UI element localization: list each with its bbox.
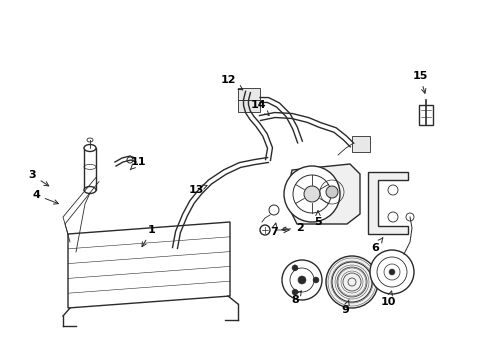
Text: 8: 8 [290,291,301,305]
Circle shape [268,205,279,215]
Bar [351,136,369,152]
Circle shape [405,213,413,221]
Ellipse shape [87,138,93,142]
Circle shape [388,269,394,275]
Text: 12: 12 [220,75,242,90]
Circle shape [291,289,297,295]
Circle shape [387,185,397,195]
Text: 9: 9 [340,300,348,315]
Text: 7: 7 [269,223,277,237]
Text: 10: 10 [380,291,395,307]
Circle shape [325,186,337,198]
Circle shape [297,276,305,284]
Circle shape [312,277,318,283]
Text: 2: 2 [281,223,303,233]
Circle shape [291,265,297,271]
Bar [84,148,96,190]
Polygon shape [367,172,407,234]
Text: 1: 1 [142,225,156,247]
Ellipse shape [84,186,96,194]
Text: 15: 15 [411,71,427,93]
Text: 11: 11 [130,157,145,170]
Text: 3: 3 [28,170,49,186]
Circle shape [304,186,319,202]
Text: 4: 4 [32,190,58,204]
Text: 13: 13 [188,185,206,195]
Text: 6: 6 [370,238,382,253]
Circle shape [369,250,413,294]
Bar [238,100,260,112]
Bar [238,88,260,100]
Circle shape [387,212,397,222]
Ellipse shape [84,144,96,152]
Text: 5: 5 [314,211,321,227]
Bar [418,105,432,125]
Text: 14: 14 [250,100,268,115]
Circle shape [282,260,321,300]
Circle shape [284,166,339,222]
Circle shape [325,256,377,308]
Circle shape [260,225,269,235]
Polygon shape [289,164,359,224]
